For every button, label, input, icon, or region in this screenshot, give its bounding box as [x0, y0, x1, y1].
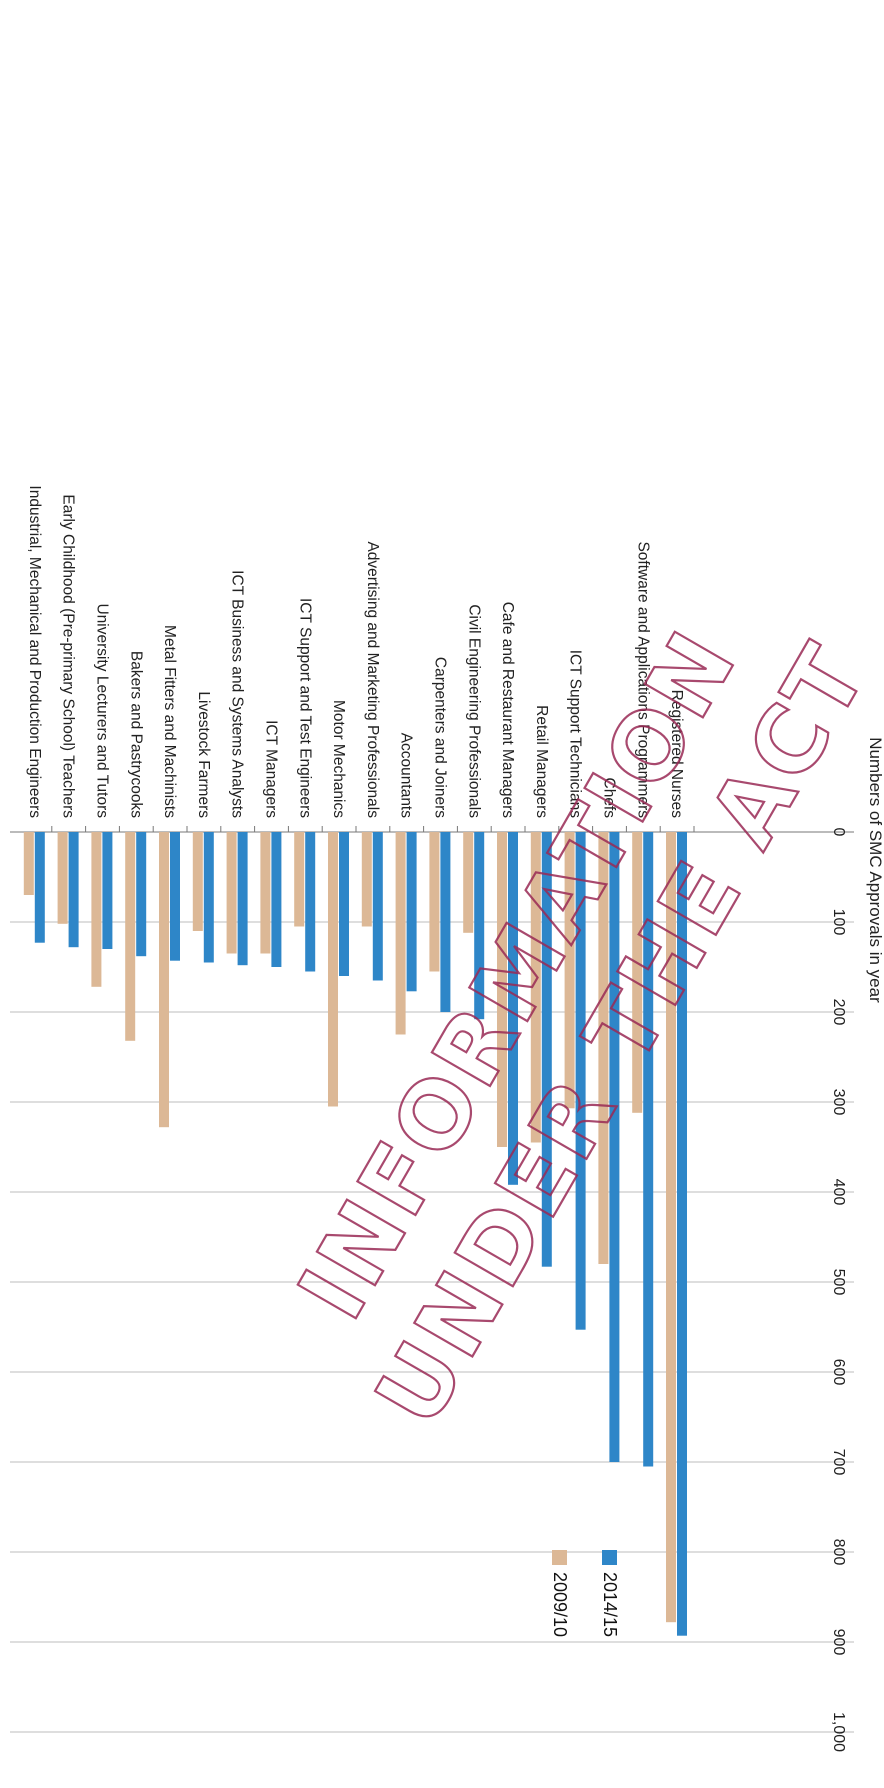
tick-label: 400	[830, 1179, 847, 1206]
legend-label: 2014/15	[600, 1572, 620, 1637]
legend-swatch	[552, 1550, 567, 1565]
bar-2014-15	[373, 832, 383, 981]
tick-label: 1,000	[830, 1712, 847, 1752]
category-label: ICT Managers	[263, 720, 280, 818]
category-label: Bakers and Pastrycooks	[127, 651, 144, 818]
bar-2014-15	[407, 832, 417, 991]
category-label: Cafe and Restaurant Managers	[499, 602, 516, 819]
bar-2014-15	[204, 832, 214, 963]
bar-2014-15	[305, 832, 315, 972]
bar-2009-10	[227, 832, 237, 954]
bar-2009-10	[58, 832, 68, 924]
bar-2014-15	[35, 832, 45, 943]
bar-2009-10	[193, 832, 203, 931]
tick-label: 300	[830, 1089, 847, 1116]
legend-swatch	[602, 1550, 617, 1565]
bar-2009-10	[159, 832, 169, 1127]
bar-2014-15	[238, 832, 248, 965]
bar-2014-15	[102, 832, 112, 949]
bar-2014-15	[170, 832, 180, 961]
category-label: Carpenters and Joiners	[432, 657, 449, 818]
bar-2009-10	[463, 832, 473, 933]
category-label: ICT Support and Test Engineers	[296, 598, 313, 818]
bar-2014-15	[136, 832, 146, 956]
bar-2014-15	[271, 832, 281, 967]
category-label: Metal Fitters and Machinists	[161, 625, 178, 818]
category-label: Accountants	[398, 733, 415, 819]
tick-label: 900	[830, 1629, 847, 1656]
category-label: Civil Engineering Professionals	[465, 604, 482, 818]
bar-2009-10	[24, 832, 34, 895]
bar-2009-10	[125, 832, 135, 1041]
axis-title-group: Numbers of SMC Approvals in year	[866, 737, 884, 1003]
x-axis-title: Numbers of SMC Approvals in year	[866, 737, 884, 1003]
category-label: Motor Mechanics	[330, 700, 347, 818]
category-label: Industrial, Mechanical and Production En…	[26, 485, 43, 818]
bar-2014-15	[339, 832, 349, 976]
bar-2009-10	[328, 832, 338, 1107]
tick-label: 700	[830, 1449, 847, 1476]
bar-2009-10	[91, 832, 101, 987]
category-label: Early Childhood (Pre-primary School) Tea…	[60, 494, 77, 818]
tick-label: 0	[830, 828, 847, 837]
bar-2009-10	[362, 832, 372, 927]
bar-2009-10	[294, 832, 304, 927]
bar-2014-15	[69, 832, 79, 947]
tick-label: 600	[830, 1359, 847, 1386]
category-label: Livestock Farmers	[195, 691, 212, 818]
bar-2014-15	[440, 832, 450, 1012]
tick-label: 100	[830, 909, 847, 936]
legend-label: 2009/10	[550, 1572, 570, 1637]
bar-2009-10	[396, 832, 406, 1035]
category-label: Advertising and Marketing Professionals	[364, 541, 381, 818]
tick-label: 500	[830, 1269, 847, 1296]
category-label: University Lecturers and Tutors	[94, 603, 111, 818]
bar-2009-10	[260, 832, 270, 954]
category-label: ICT Business and Systems Analysts	[229, 570, 246, 818]
tick-label: 200	[830, 999, 847, 1026]
tick-labels: 0 100 200 300 400 500 600 700 800 900 1,000	[830, 828, 847, 1753]
bar-2009-10	[429, 832, 439, 972]
legend: 2014/15 2009/10	[550, 1550, 620, 1637]
tick-label: 800	[830, 1539, 847, 1566]
category-label: Retail Managers	[533, 705, 550, 818]
